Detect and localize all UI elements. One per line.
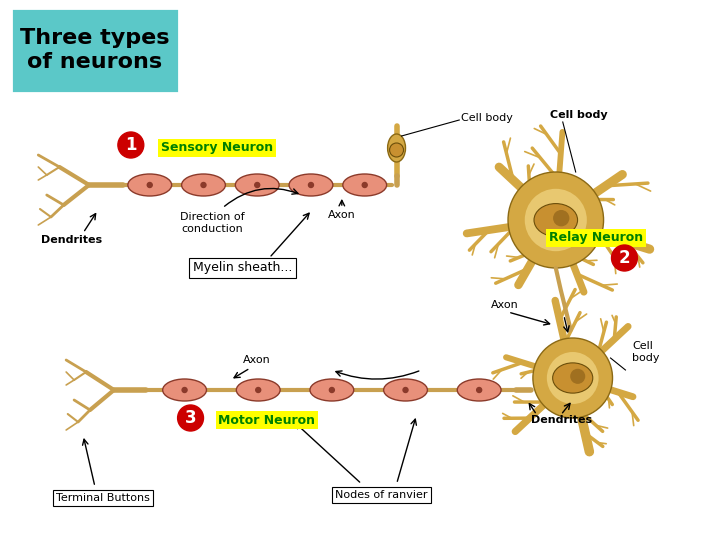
- Circle shape: [611, 245, 637, 271]
- Text: Motor Neuron: Motor Neuron: [218, 414, 315, 427]
- Circle shape: [508, 172, 603, 268]
- Circle shape: [525, 189, 587, 251]
- Ellipse shape: [236, 379, 280, 401]
- Circle shape: [570, 369, 585, 384]
- Text: Direction of
conduction: Direction of conduction: [180, 212, 245, 234]
- Ellipse shape: [457, 379, 501, 401]
- Ellipse shape: [310, 379, 354, 401]
- Circle shape: [255, 183, 260, 187]
- Circle shape: [201, 183, 206, 187]
- Ellipse shape: [181, 174, 225, 196]
- Ellipse shape: [163, 379, 207, 401]
- Circle shape: [329, 388, 334, 393]
- Text: Nodes of ranvier: Nodes of ranvier: [336, 490, 428, 500]
- Text: Axon: Axon: [491, 300, 519, 310]
- Circle shape: [546, 352, 598, 404]
- Ellipse shape: [235, 174, 279, 196]
- Text: Cell body: Cell body: [462, 113, 513, 123]
- Circle shape: [256, 388, 261, 393]
- Circle shape: [148, 183, 152, 187]
- Ellipse shape: [289, 174, 333, 196]
- Text: Axon: Axon: [328, 210, 356, 220]
- Text: 1: 1: [125, 136, 137, 154]
- Ellipse shape: [553, 363, 593, 393]
- Circle shape: [182, 388, 187, 393]
- Circle shape: [533, 338, 613, 418]
- Circle shape: [118, 132, 144, 158]
- Circle shape: [477, 388, 482, 393]
- Ellipse shape: [343, 174, 387, 196]
- Text: Dendrites: Dendrites: [531, 415, 592, 425]
- Circle shape: [362, 183, 367, 187]
- Text: Terminal Buttons: Terminal Buttons: [56, 493, 150, 503]
- Text: Myelin sheath...: Myelin sheath...: [193, 261, 292, 274]
- Text: Three types
of neurons: Three types of neurons: [20, 29, 170, 72]
- Circle shape: [553, 210, 570, 226]
- Circle shape: [403, 388, 408, 393]
- Text: 3: 3: [185, 409, 197, 427]
- Text: Dendrites: Dendrites: [40, 235, 102, 245]
- Text: Axon: Axon: [243, 355, 271, 365]
- FancyBboxPatch shape: [12, 8, 179, 93]
- Ellipse shape: [384, 379, 428, 401]
- Text: Relay Neuron: Relay Neuron: [549, 232, 643, 245]
- Circle shape: [178, 405, 204, 431]
- Circle shape: [390, 143, 403, 157]
- Ellipse shape: [128, 174, 171, 196]
- Text: Cell body: Cell body: [550, 110, 608, 120]
- Text: 2: 2: [618, 249, 630, 267]
- Text: Cell
body: Cell body: [632, 341, 660, 363]
- Ellipse shape: [534, 204, 577, 237]
- Ellipse shape: [387, 134, 405, 162]
- Text: Sensory Neuron: Sensory Neuron: [161, 141, 273, 154]
- Circle shape: [308, 183, 313, 187]
